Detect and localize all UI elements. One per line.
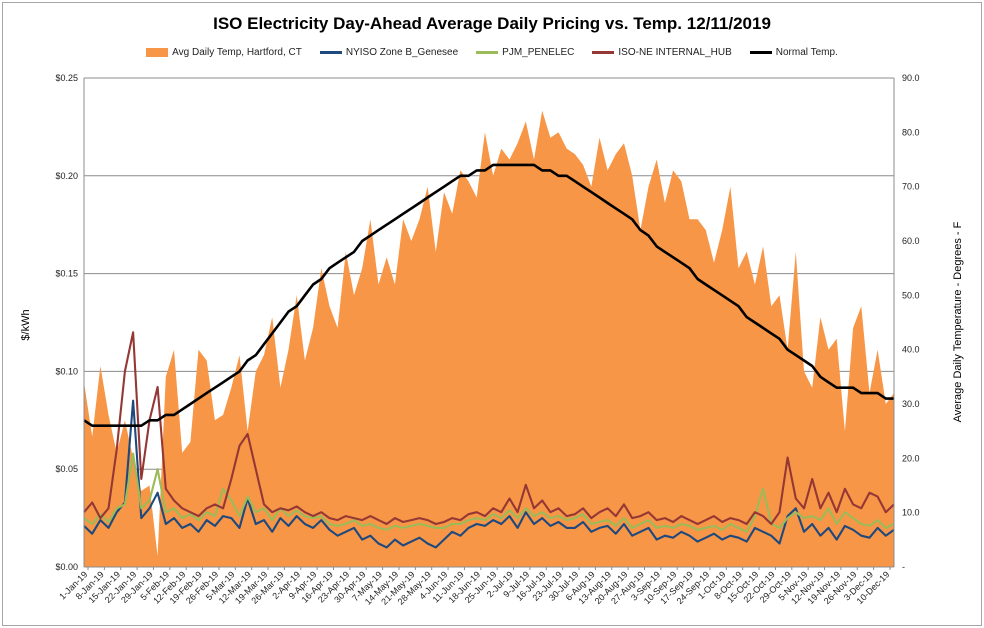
legend-swatch-nyiso	[319, 51, 342, 54]
legend-label-isone: ISO-NE INTERNAL_HUB	[618, 47, 732, 58]
legend-item-isone: ISO-NE INTERNAL_HUB	[592, 47, 732, 58]
legend-item-pjm: PJM_PENELEC	[476, 47, 574, 58]
legend-label-temp: Avg Daily Temp, Hartford, CT	[172, 47, 302, 58]
y-right-tick-label: 10.0	[902, 508, 920, 518]
y-left-tick-label: $0.15	[55, 269, 78, 279]
series-line-isone	[83, 331, 895, 526]
chart-title: ISO Electricity Day-Ahead Average Daily …	[213, 14, 771, 33]
legend-item-nyiso: NYISO Zone B_Genesee	[319, 47, 459, 58]
y-right-tick-label: 50.0	[902, 290, 920, 300]
y-right-tick-label: 60.0	[902, 236, 920, 246]
y-right-tick-label: 80.0	[902, 127, 920, 137]
y-right-tick-label: 40.0	[902, 345, 920, 355]
y-left-tick-label: $0.05	[55, 464, 78, 474]
y-right-tick-label: -	[902, 562, 905, 572]
legend-label-pjm: PJM_PENELEC	[502, 47, 575, 58]
series-line-pjm	[83, 452, 895, 533]
legend-item-normal: Normal Temp.	[749, 47, 838, 58]
legend-swatch-isone	[592, 51, 615, 54]
legend-swatch-temp	[146, 48, 169, 57]
y-left-tick-label: $0.25	[55, 73, 78, 83]
legend-label-normal: Normal Temp.	[775, 47, 838, 58]
series-line-nyiso	[83, 399, 895, 549]
y-left-tick-label: $0.20	[55, 171, 78, 181]
chart-legend: Avg Daily Temp, Hartford, CT NYISO Zone …	[0, 47, 984, 58]
y-left-tick-label: $0.00	[55, 562, 78, 572]
legend-label-nyiso: NYISO Zone B_Genesee	[345, 47, 459, 58]
y-right-tick-label: 30.0	[902, 399, 920, 409]
legend-item-temp: Avg Daily Temp, Hartford, CT	[146, 47, 302, 58]
y-right-tick-label: 70.0	[902, 182, 920, 192]
y-right-tick-label: 20.0	[902, 453, 920, 463]
y-right-tick-label: 90.0	[902, 73, 920, 83]
series-area-temp	[84, 110, 894, 567]
legend-swatch-pjm	[476, 51, 499, 54]
legend-swatch-normal	[749, 51, 772, 54]
y-left-tick-label: $0.10	[55, 366, 78, 376]
series-line-normal-temp	[83, 163, 894, 428]
